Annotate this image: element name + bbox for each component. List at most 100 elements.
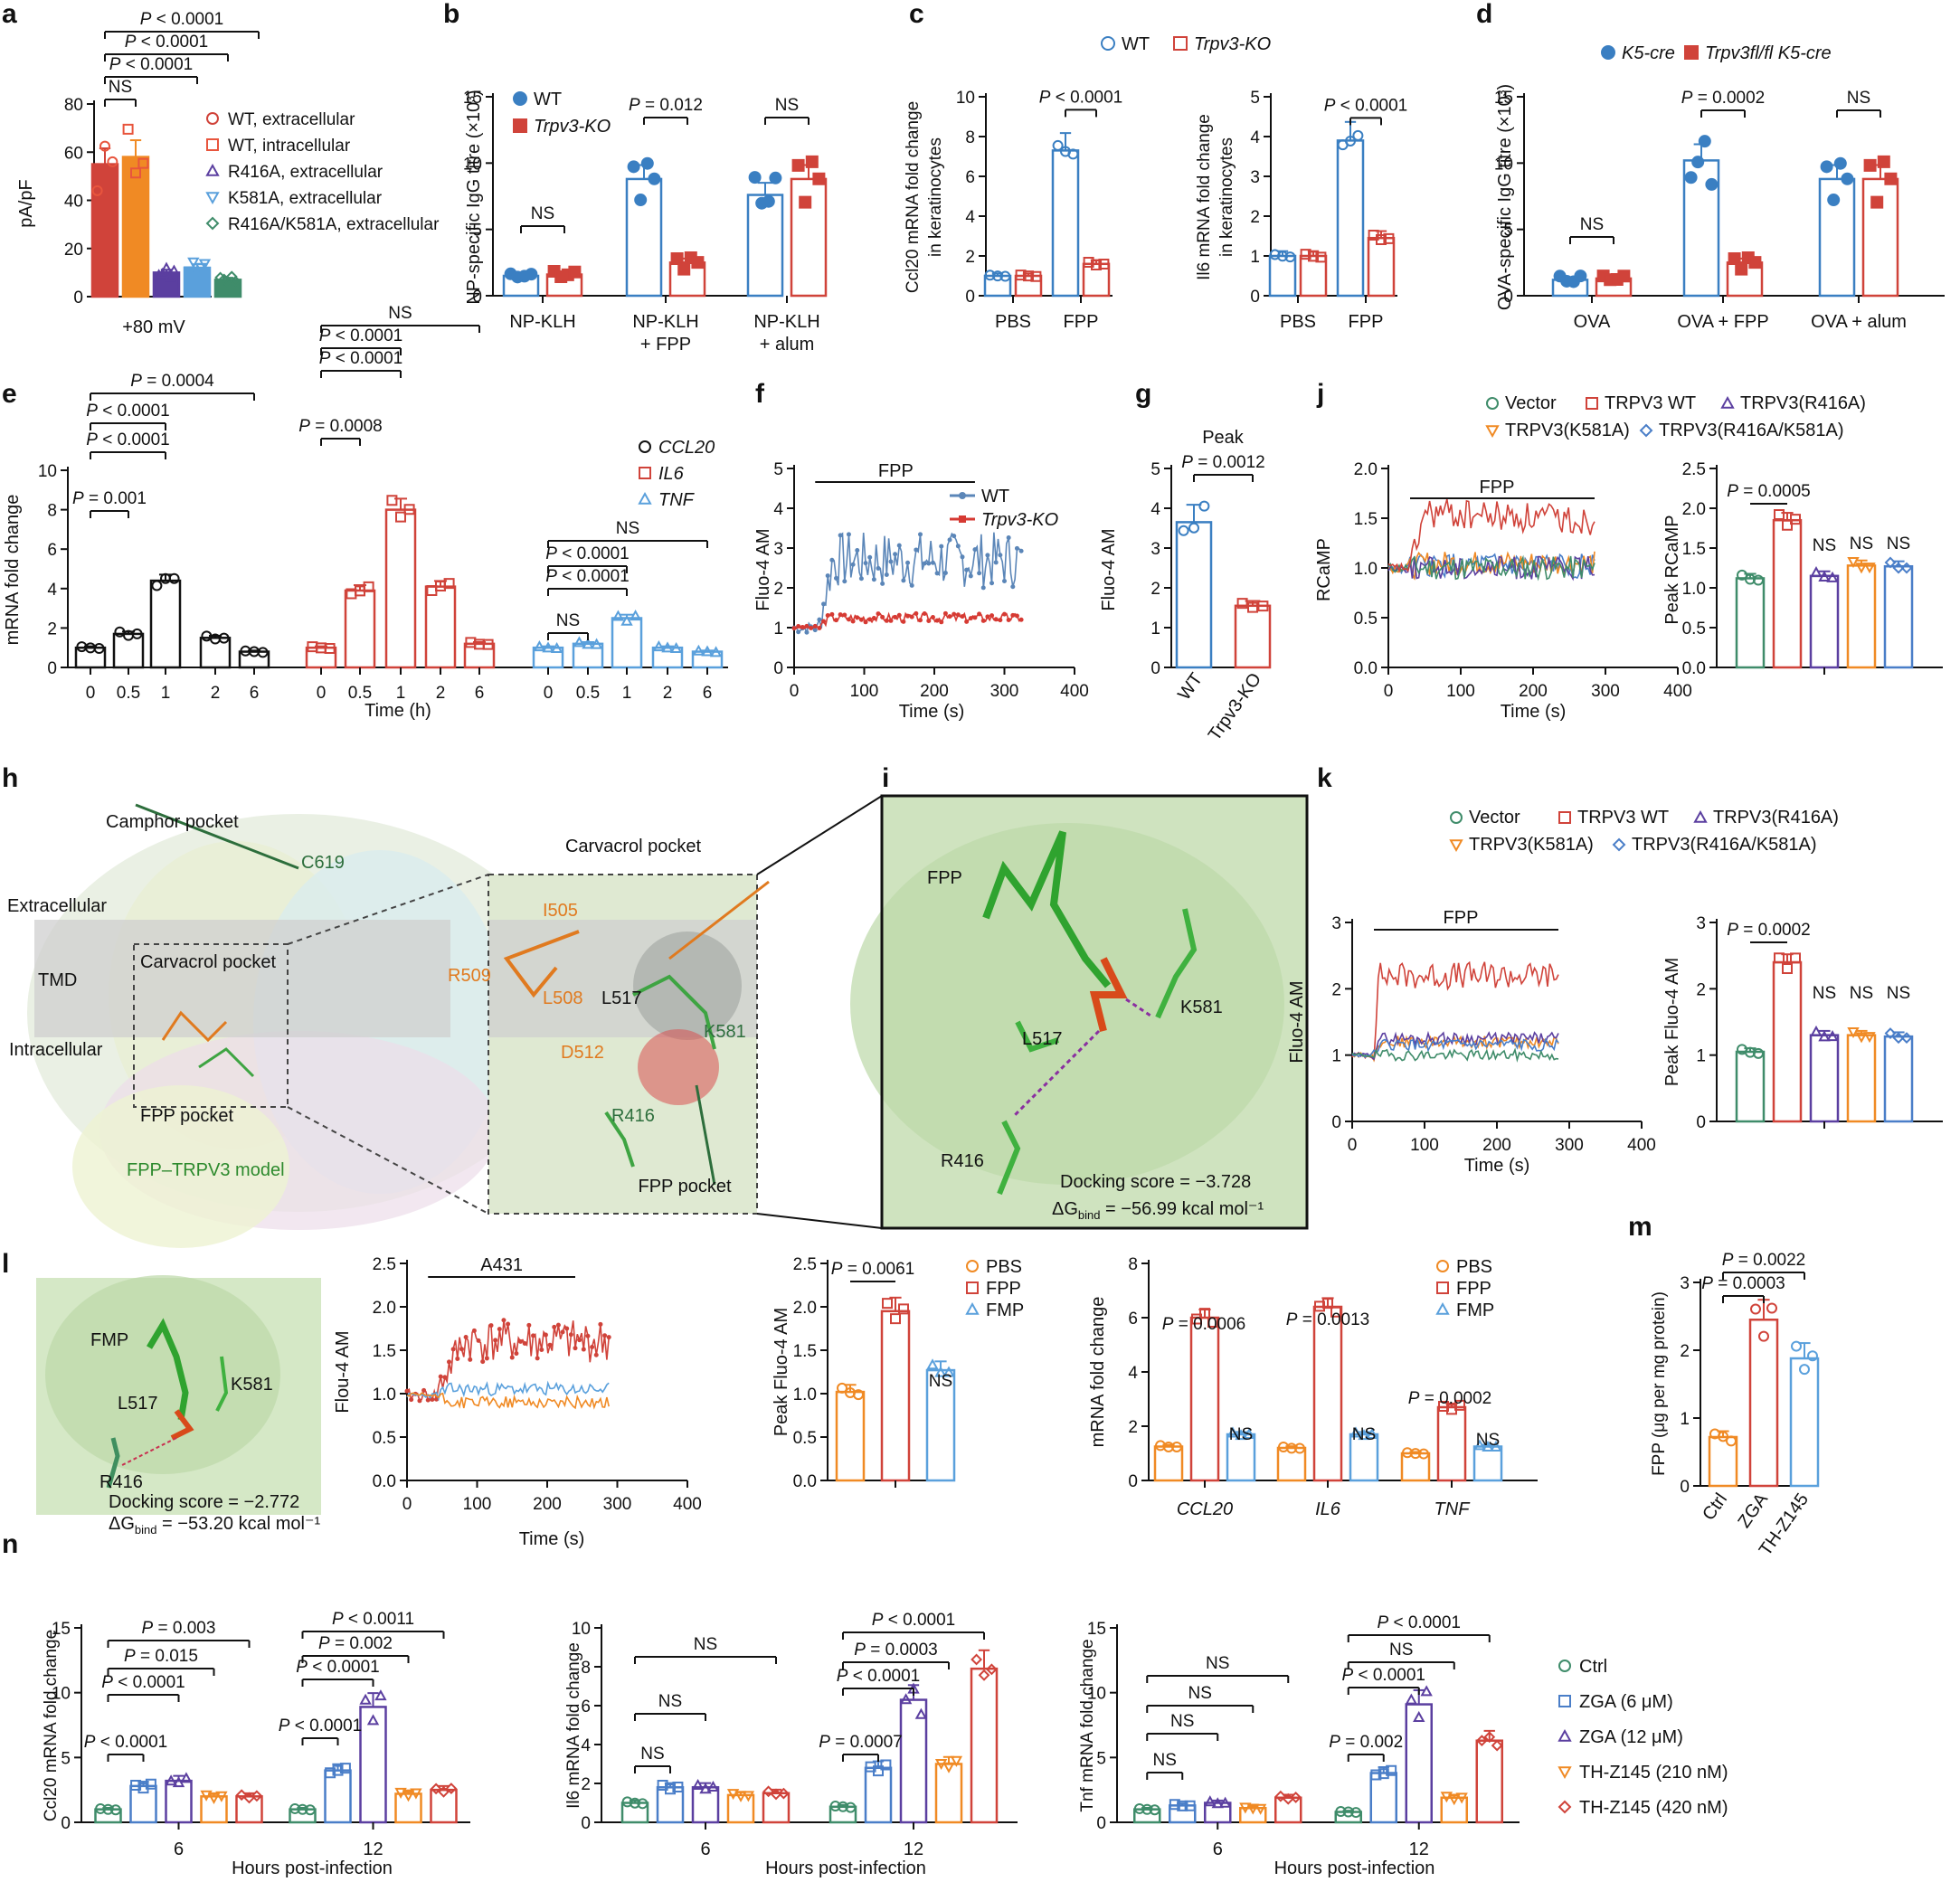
c1-y-tick-label: 4 xyxy=(965,208,975,227)
f-trace-wt-point xyxy=(989,581,995,586)
l1-trace-fpp-point xyxy=(409,1397,414,1403)
data-point xyxy=(620,614,633,626)
k1-x-tick-label: 0 xyxy=(1348,1136,1358,1155)
g-y-tick-label: 3 xyxy=(1150,540,1160,559)
data-point xyxy=(218,632,230,644)
data-point xyxy=(1418,1448,1429,1460)
j-legend-marker xyxy=(1486,397,1499,410)
f-trace-ko-point xyxy=(955,612,961,618)
b-legend-label: Trpv3-KO xyxy=(534,117,611,137)
data-point xyxy=(898,1303,909,1315)
data-point xyxy=(777,1787,790,1800)
data-point xyxy=(1141,1803,1153,1815)
l1-trace-fpp-point xyxy=(438,1374,443,1379)
data-point xyxy=(873,1765,884,1777)
data-point xyxy=(1091,260,1102,271)
data-point xyxy=(762,194,775,208)
data-point xyxy=(1892,562,1905,574)
j-legend-marker xyxy=(1586,397,1598,410)
p-value-label: P = 0.0002 xyxy=(1727,921,1810,940)
f-trace-ko-point xyxy=(968,616,973,621)
l1-trace-fpp-point xyxy=(442,1375,448,1380)
p-symbol: P xyxy=(86,430,98,449)
p-rest: = 0.001 xyxy=(84,489,147,508)
l1-x-label: Time (s) xyxy=(519,1529,585,1549)
p-rest: < 0.0001 xyxy=(98,430,170,449)
data-point xyxy=(590,638,603,649)
f-trace-ko-point xyxy=(829,611,835,617)
g-y-tick-label: 2 xyxy=(1150,580,1160,599)
f-trace-ko-point xyxy=(1006,618,1011,623)
g-y-tick-label: 4 xyxy=(1150,500,1160,519)
e-x-tick-label: 0.5 xyxy=(117,684,140,703)
m-y-tick-label: 2 xyxy=(1680,1342,1690,1361)
l1-trace-fpp-point xyxy=(463,1334,469,1339)
data-point xyxy=(156,267,169,279)
data-point xyxy=(533,640,546,652)
data-point xyxy=(525,268,538,281)
data-point xyxy=(992,270,1003,282)
data-point xyxy=(151,580,163,591)
f-x-tick-label: 400 xyxy=(1060,682,1089,701)
l1-trace-fpp-point xyxy=(421,1387,427,1393)
d-group-label: OVA + alum xyxy=(1811,312,1907,332)
panel-label-e: e xyxy=(2,379,17,409)
b-group-label-2: + alum xyxy=(760,335,815,355)
data-point xyxy=(691,256,705,270)
j-legend-label: TRPV3(K581A) xyxy=(1505,421,1630,440)
data-point xyxy=(1378,1768,1389,1780)
l2-y-label: Peak Fluo-4 AM xyxy=(772,1308,791,1436)
l1-trace-fpp-point xyxy=(593,1352,599,1357)
f-trace-ko-point xyxy=(947,614,952,619)
bar xyxy=(880,1310,911,1482)
h-residue-label: D512 xyxy=(561,1043,604,1063)
h-residue-label: R416 xyxy=(611,1106,655,1126)
data-point xyxy=(971,1653,983,1666)
data-point xyxy=(1349,1426,1362,1438)
j1-y-tick-label: 0.5 xyxy=(1354,610,1378,629)
p-value-label: NS xyxy=(1887,984,1910,1003)
l3-y-label: mRNA fold change xyxy=(1088,1297,1108,1448)
f-trace-ko-point xyxy=(858,617,864,622)
p-value-label: NS xyxy=(531,204,554,223)
k1-trace-2 xyxy=(1351,1030,1559,1061)
f-trace-wt-point xyxy=(968,573,973,579)
p-value-label: NS xyxy=(694,1635,717,1654)
f-trace-ko-point xyxy=(809,625,814,630)
l3-legend-label: FMP xyxy=(1456,1300,1494,1320)
l1-trace-fpp-point xyxy=(497,1327,502,1332)
b-y-label: NP-specific IgG titre (×10³) xyxy=(464,90,484,304)
f-trace-wt-point xyxy=(880,581,885,586)
b-legend-marker xyxy=(513,91,527,106)
p-rest: = 0.0007 xyxy=(830,1733,903,1752)
l-delta-g-prefix: ΔG xyxy=(109,1514,135,1534)
n3-x-tick-label: 6 xyxy=(1213,1839,1223,1859)
p-value-label: NS xyxy=(556,611,580,630)
l1-y-tick-label: 1.5 xyxy=(373,1342,396,1361)
data-point xyxy=(1300,249,1311,260)
panel-label-a: a xyxy=(2,0,17,29)
f-trace-wt-point xyxy=(930,560,935,565)
k1-y-tick-label: 1 xyxy=(1331,1047,1341,1066)
bar xyxy=(1809,1034,1840,1123)
f-legend-label: WT xyxy=(981,487,1009,506)
l1-trace-fpp-point xyxy=(518,1338,524,1344)
bar xyxy=(1336,139,1365,298)
k1-trace-0 xyxy=(1351,1047,1559,1063)
p-value-label: P = 0.0005 xyxy=(1727,482,1810,501)
k-legend-marker xyxy=(1450,811,1463,824)
data-point xyxy=(882,1298,893,1310)
data-point xyxy=(1015,270,1027,281)
p-rest: = 0.0006 xyxy=(1173,1315,1245,1334)
n2-x-label: Hours post-infection xyxy=(765,1858,926,1878)
p-symbol: P xyxy=(142,1619,154,1638)
data-point xyxy=(1884,1027,1897,1039)
l3-y-tick-label: 0 xyxy=(1128,1472,1138,1491)
bar xyxy=(238,650,270,669)
m-group-label: Ctrl xyxy=(1699,1490,1731,1524)
data-point xyxy=(985,1663,998,1676)
data-point xyxy=(699,1783,712,1794)
f-trace-ko-point xyxy=(804,623,810,629)
bar xyxy=(1748,1319,1779,1488)
l1-trace-fpp-point xyxy=(573,1346,578,1351)
